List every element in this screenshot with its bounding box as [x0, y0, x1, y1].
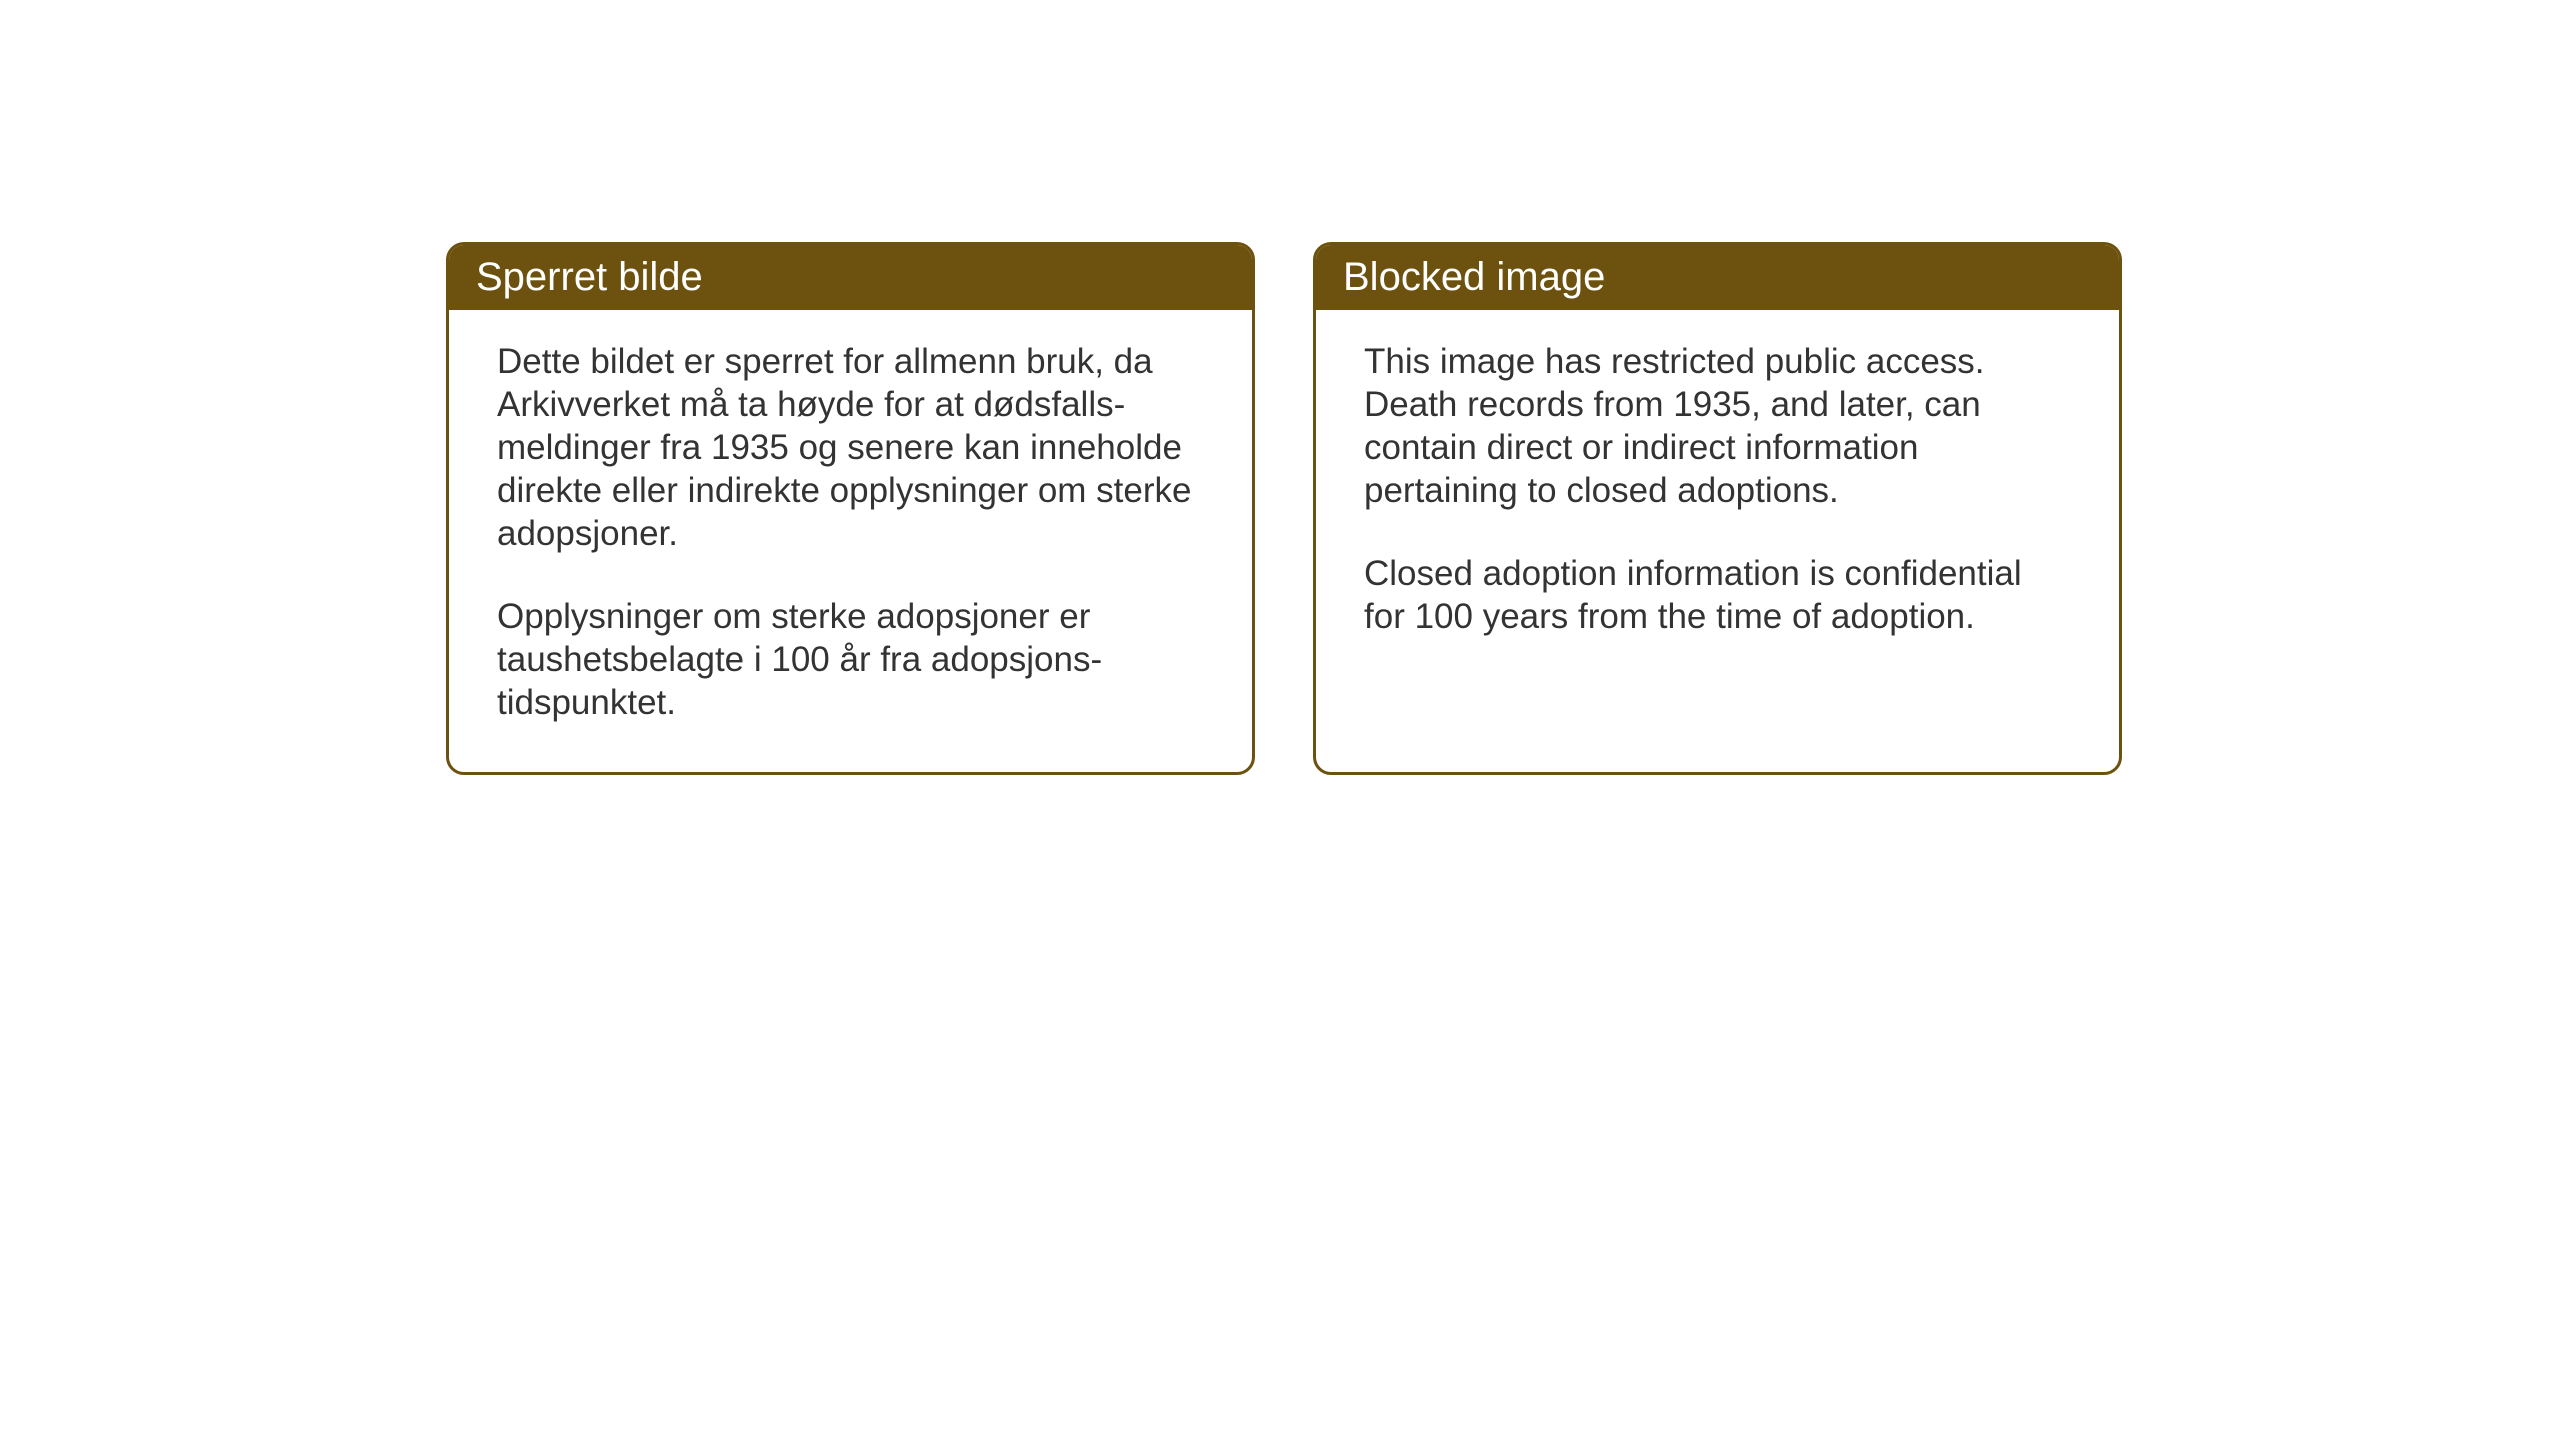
card-paragraph1-norwegian: Dette bildet er sperret for allmenn bruk…: [497, 340, 1204, 555]
cards-container: Sperret bilde Dette bildet er sperret fo…: [446, 242, 2122, 775]
card-paragraph2-english: Closed adoption information is confident…: [1364, 552, 2071, 638]
card-english: Blocked image This image has restricted …: [1313, 242, 2122, 775]
card-paragraph2-norwegian: Opplysninger om sterke adopsjoner er tau…: [497, 595, 1204, 724]
card-title-norwegian: Sperret bilde: [476, 255, 703, 299]
card-body-norwegian: Dette bildet er sperret for allmenn bruk…: [449, 310, 1252, 772]
card-header-english: Blocked image: [1316, 245, 2119, 310]
card-norwegian: Sperret bilde Dette bildet er sperret fo…: [446, 242, 1255, 775]
card-paragraph1-english: This image has restricted public access.…: [1364, 340, 2071, 512]
card-header-norwegian: Sperret bilde: [449, 245, 1252, 310]
card-title-english: Blocked image: [1343, 255, 1605, 299]
card-body-english: This image has restricted public access.…: [1316, 310, 2119, 740]
